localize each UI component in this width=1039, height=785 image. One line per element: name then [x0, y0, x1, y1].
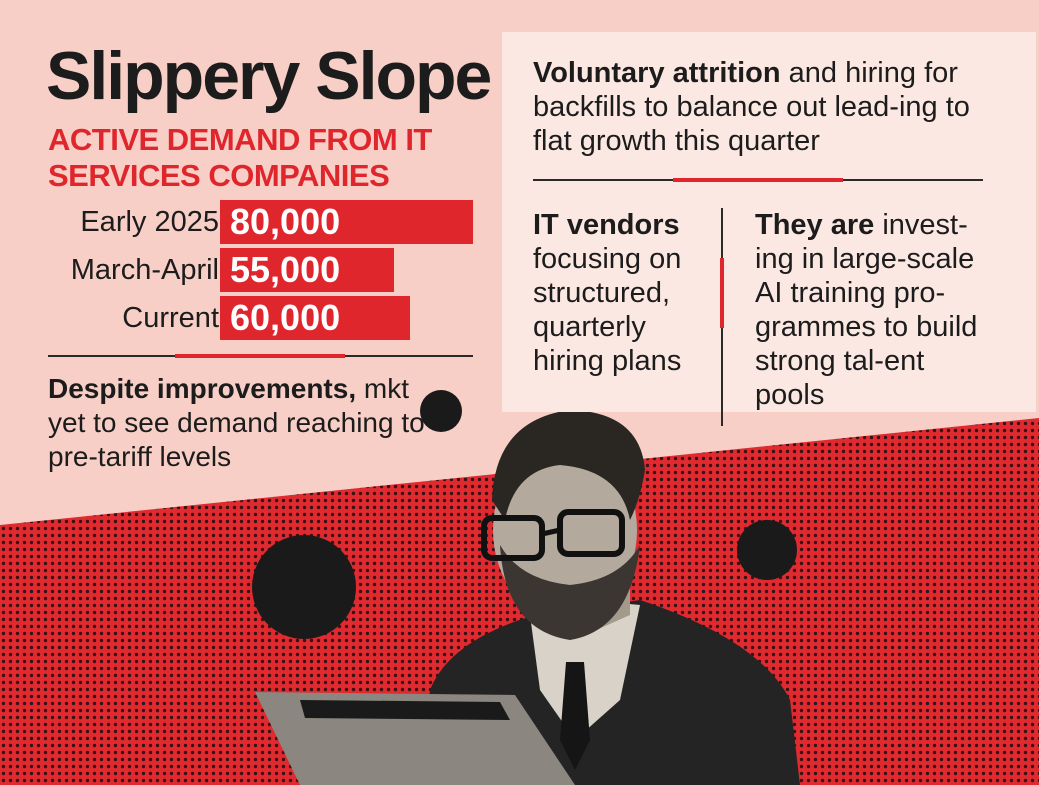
- footnote-lead: Despite improvements,: [48, 373, 357, 404]
- bar-category-label: Early 2025: [80, 206, 219, 238]
- man-with-tablet-illustration: [255, 410, 800, 785]
- bar-value-label: 60,000: [230, 297, 341, 338]
- panel-vertical-divider-accent: [720, 258, 724, 328]
- footnote-text: mkt yet to see demand reaching to pre-ta…: [48, 373, 425, 472]
- bar-value-label: 55,000: [230, 249, 341, 290]
- info-panel: [502, 32, 1036, 412]
- chart-subtitle: ACTIVE DEMAND FROM IT SERVICES COMPANIES: [48, 122, 432, 193]
- panel-top-lead: Voluntary attrition: [533, 57, 781, 89]
- decorative-dot: [737, 520, 797, 580]
- panel-right-lead: They are: [755, 209, 875, 241]
- decorative-dot: [420, 390, 462, 432]
- panel-left-text: IT vendors focusing on structured, quart…: [533, 208, 708, 378]
- page-title: Slippery Slope: [46, 38, 492, 114]
- decorative-dot: [252, 535, 356, 639]
- panel-right-rest: invest-ing in large-scale AI training pr…: [755, 209, 978, 411]
- bar: [220, 200, 473, 244]
- panel-right-text: They are invest-ing in large-scale AI tr…: [755, 208, 1000, 412]
- bar: [220, 248, 394, 292]
- panel-top-text: Voluntary attrition and hiring for backf…: [533, 56, 973, 158]
- bar-category-label: Current: [122, 302, 219, 334]
- panel-top-rest: and hiring for backfills to balance out …: [533, 57, 970, 157]
- panel-left-lead: IT vendors: [533, 209, 680, 241]
- bar-category-label: March-April: [70, 254, 219, 286]
- panel-left-rest: focusing on structured, quarterly hiring…: [533, 243, 682, 377]
- bar: [220, 296, 410, 340]
- footnote: Despite improvements, mkt yet to see dem…: [48, 372, 448, 474]
- bar-value-label: 80,000: [230, 201, 341, 242]
- panel-divider-accent: [673, 178, 843, 182]
- divider-accent: [175, 354, 345, 358]
